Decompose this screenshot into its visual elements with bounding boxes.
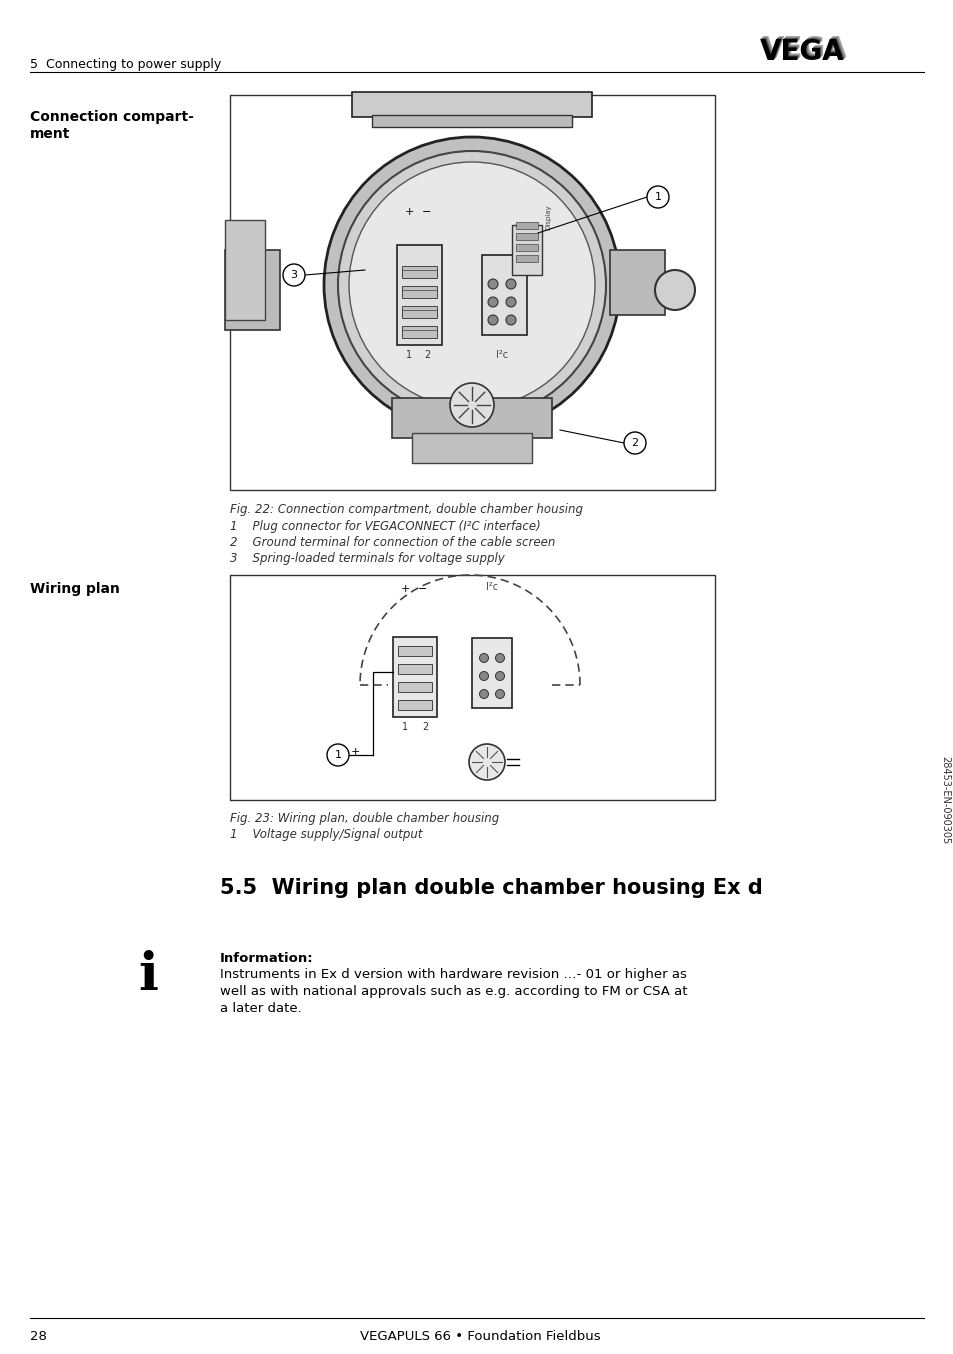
- Text: 3: 3: [291, 269, 297, 280]
- Bar: [392, 398, 552, 437]
- Circle shape: [505, 279, 516, 288]
- Text: VEGAPULS 66 • Foundation Fieldbus: VEGAPULS 66 • Foundation Fieldbus: [359, 1330, 599, 1343]
- Circle shape: [488, 297, 497, 307]
- Text: Information:: Information:: [220, 952, 314, 965]
- Text: VEGA: VEGA: [760, 38, 843, 66]
- Bar: [412, 433, 532, 463]
- Text: I²c: I²c: [485, 582, 497, 592]
- Text: I²c: I²c: [496, 349, 508, 360]
- Bar: [393, 636, 436, 718]
- Text: 28: 28: [30, 1330, 47, 1343]
- Circle shape: [479, 654, 488, 662]
- Circle shape: [495, 654, 504, 662]
- Circle shape: [488, 315, 497, 325]
- Text: 1    Voltage supply/Signal output: 1 Voltage supply/Signal output: [230, 829, 422, 841]
- Circle shape: [349, 162, 595, 408]
- Bar: [516, 233, 537, 240]
- Text: 1: 1: [401, 722, 408, 733]
- Circle shape: [327, 743, 349, 766]
- Circle shape: [623, 432, 645, 454]
- Bar: [397, 700, 432, 709]
- Text: 1: 1: [654, 192, 660, 202]
- Bar: [401, 286, 436, 298]
- Circle shape: [450, 383, 494, 427]
- Text: 2: 2: [421, 722, 428, 733]
- Bar: [225, 250, 280, 330]
- Circle shape: [283, 264, 305, 286]
- Text: 2    Ground terminal for connection of the cable screen: 2 Ground terminal for connection of the …: [230, 536, 555, 548]
- Circle shape: [495, 672, 504, 681]
- Circle shape: [505, 315, 516, 325]
- Bar: [352, 92, 592, 116]
- Text: 3    Spring-loaded terminals for voltage supply: 3 Spring-loaded terminals for voltage su…: [230, 552, 504, 565]
- Bar: [401, 326, 436, 338]
- Bar: [472, 638, 512, 708]
- Text: VEGA: VEGA: [762, 35, 846, 64]
- Bar: [225, 219, 265, 320]
- Circle shape: [655, 269, 695, 310]
- Bar: [397, 682, 432, 692]
- Text: 2: 2: [423, 349, 430, 360]
- Bar: [401, 306, 436, 318]
- Text: 28453-EN-090305: 28453-EN-090305: [939, 756, 949, 844]
- Text: 1: 1: [406, 349, 412, 360]
- Circle shape: [505, 297, 516, 307]
- Circle shape: [488, 279, 497, 288]
- Circle shape: [324, 137, 619, 433]
- Circle shape: [495, 689, 504, 699]
- Text: −: −: [422, 207, 432, 217]
- Text: 5.5  Wiring plan double chamber housing Ex d: 5.5 Wiring plan double chamber housing E…: [220, 877, 762, 898]
- Text: i: i: [138, 951, 158, 1001]
- Text: +: +: [404, 207, 414, 217]
- Bar: [401, 265, 436, 278]
- Bar: [230, 95, 714, 490]
- Text: 1    Plug connector for VEGACONNECT (I²C interface): 1 Plug connector for VEGACONNECT (I²C in…: [230, 520, 540, 533]
- Text: 2: 2: [631, 437, 638, 448]
- Bar: [397, 646, 432, 655]
- Text: Wiring plan: Wiring plan: [30, 582, 120, 596]
- Bar: [516, 255, 537, 263]
- Text: VEGA: VEGA: [761, 37, 845, 64]
- Bar: [516, 244, 537, 250]
- Circle shape: [337, 152, 605, 418]
- Bar: [230, 575, 714, 800]
- Circle shape: [479, 689, 488, 699]
- Bar: [516, 222, 537, 229]
- Circle shape: [479, 672, 488, 681]
- Bar: [609, 250, 664, 315]
- Text: +: +: [351, 747, 360, 757]
- Text: −: −: [417, 584, 427, 594]
- Bar: [512, 225, 541, 275]
- Text: +: +: [400, 584, 409, 594]
- Text: Connection compart-: Connection compart-: [30, 110, 193, 125]
- Bar: [372, 115, 572, 127]
- Text: ment: ment: [30, 127, 71, 141]
- Text: Fig. 22: Connection compartment, double chamber housing: Fig. 22: Connection compartment, double …: [230, 502, 582, 516]
- Text: Display: Display: [544, 204, 551, 230]
- Text: Instruments in Ex d version with hardware revision …- 01 or higher as
well as wi: Instruments in Ex d version with hardwar…: [220, 968, 687, 1016]
- Bar: [396, 245, 441, 345]
- Circle shape: [646, 185, 668, 209]
- Circle shape: [469, 743, 504, 780]
- Text: Fig. 23: Wiring plan, double chamber housing: Fig. 23: Wiring plan, double chamber hou…: [230, 812, 498, 825]
- Text: VEGA: VEGA: [760, 37, 844, 65]
- Bar: [481, 255, 526, 334]
- Bar: [397, 663, 432, 674]
- Text: 1: 1: [335, 750, 341, 760]
- Text: 5  Connecting to power supply: 5 Connecting to power supply: [30, 58, 221, 70]
